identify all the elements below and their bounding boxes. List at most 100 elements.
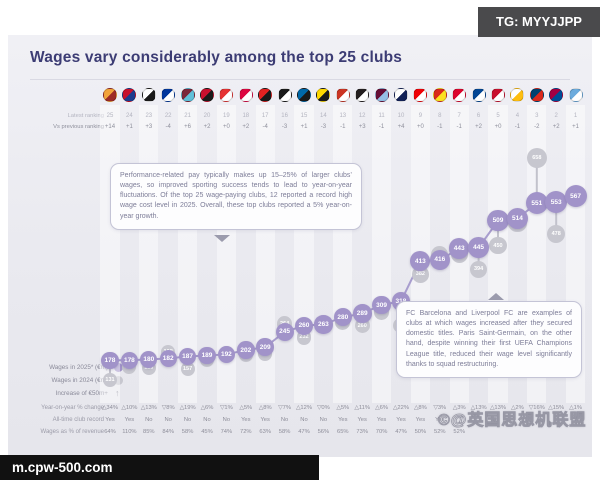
latest-rank-value: 3 <box>535 113 539 119</box>
previous-rank-value: -1 <box>378 124 385 130</box>
record-value: Yes <box>376 417 387 423</box>
wage-bubble-2024: 478 <box>547 224 566 243</box>
title-divider <box>30 79 570 80</box>
yoy-value: △22% <box>392 405 410 411</box>
latest-ranking-label: Latest ranking <box>67 113 104 119</box>
latest-rank-value: 9 <box>418 113 423 119</box>
club-logo-rb-leipzig <box>238 88 253 102</box>
club-logo-galatasaray <box>103 88 117 102</box>
pct-revenue-value: 52% <box>453 429 465 435</box>
previous-rank-value: +0 <box>222 124 230 130</box>
yoy-value: ▽7% <box>278 405 292 411</box>
pct-revenue-value: 50% <box>414 429 427 435</box>
latest-rank-value: 4 <box>515 113 520 119</box>
yoy-value: △19% <box>179 405 196 411</box>
latest-rank-value: 16 <box>281 113 288 119</box>
club-logo-liverpool <box>491 88 505 102</box>
legend-label-2024: Wages in 2024 (€m) <box>51 377 108 384</box>
wage-bubble-2025: 180 <box>140 350 158 368</box>
wage-bubble-2025: 182 <box>159 349 177 368</box>
wage-bubble-2025: 187 <box>178 347 197 366</box>
latest-rank-value: 12 <box>358 113 366 119</box>
club-logo-bayer-leverkusen <box>258 88 273 102</box>
club-logo-borussia-dortmund <box>316 88 331 102</box>
club-logo-nottingham-forest <box>219 88 234 102</box>
record-row-label: All-time club record <box>52 417 104 423</box>
pct-revenue-value: 58% <box>181 429 194 435</box>
yoy-value: △11% <box>354 405 370 411</box>
pct-revenue-value: 64% <box>104 429 116 435</box>
wage-bubble-2025: 567 <box>564 185 587 208</box>
record-value: Yes <box>241 417 251 423</box>
club-logo-aston-villa <box>374 88 389 102</box>
previous-rank-value: +1 <box>572 124 580 130</box>
previous-rank-value: +4 <box>397 124 405 130</box>
latest-rank-value: 21 <box>184 113 191 119</box>
previous-rank-value: -2 <box>534 124 540 130</box>
club-logo-bayern-munich <box>452 88 467 102</box>
pointer-up-icon <box>488 293 504 300</box>
latest-rank-value: 1 <box>573 113 578 119</box>
club-logo-arsenal <box>413 88 428 102</box>
wage-bubble-2025: 551 <box>525 192 548 214</box>
wage-bubble-2025: 263 <box>314 315 333 334</box>
pct-revenue-value: 70% <box>375 429 388 435</box>
latest-rank-value: 18 <box>242 113 250 119</box>
club-logo-paris-saint-germain <box>529 88 544 102</box>
legend-label-increase: Increase of €50m+ <box>55 390 108 397</box>
latest-rank-value: 19 <box>223 113 230 119</box>
record-value: Yes <box>124 417 135 423</box>
previous-rank-value: +2 <box>552 124 560 130</box>
previous-rank-value: +1 <box>125 124 133 130</box>
yoy-value: ▽8% <box>161 405 175 411</box>
wage-bubble-2025: 209 <box>256 338 274 356</box>
previous-rank-value: -1 <box>456 124 462 130</box>
wage-bubble-2025: 280 <box>333 307 353 327</box>
wage-bubble-2025: 413 <box>410 251 431 272</box>
latest-rank-value: 10 <box>397 113 405 119</box>
pct-revenue-value: 56% <box>317 429 330 435</box>
club-logo-manchester-city <box>568 88 583 102</box>
yoy-value: △13% <box>140 405 157 411</box>
latest-rank-value: 13 <box>339 113 347 119</box>
yoy-value: △10% <box>121 405 138 411</box>
club-logo-atl-tico-de-madrid <box>335 88 350 102</box>
yoy-value: △1% <box>569 405 583 411</box>
previous-rank-value: +2 <box>203 124 211 130</box>
page-title: Wages vary considerably among the top 25… <box>30 49 403 66</box>
pct-revenue-value: 47% <box>298 429 310 435</box>
infographic-slide: Wages vary considerably among the top 25… <box>8 35 592 457</box>
pct-revenue-value: 74% <box>220 429 233 435</box>
yoy-value: △12% <box>295 405 313 411</box>
wage-bubble-2025: 189 <box>198 346 216 365</box>
yoy-value: △34% <box>101 405 119 411</box>
wage-bubble-2024: 131 <box>103 373 117 387</box>
wage-bubble-2025: 260 <box>294 316 314 335</box>
telegram-watermark: TG: MYYJJPP <box>478 7 600 37</box>
latest-rank-value: 23 <box>145 113 153 119</box>
latest-rank-value: 22 <box>164 113 172 119</box>
latest-rank-value: 15 <box>300 113 308 119</box>
site-watermark: m.cpw-500.com <box>0 455 319 480</box>
previous-rank-value: +0 <box>494 124 502 130</box>
pct-revenue-value: 85% <box>142 429 155 435</box>
pct-revenue-value: 63% <box>259 429 271 435</box>
yoy-value: △5% <box>336 405 350 411</box>
previous-rank-value: -1 <box>514 124 521 130</box>
previous-rank-value: +2 <box>242 124 250 130</box>
club-logo-chelsea <box>471 88 486 102</box>
previous-rank-value: +0 <box>416 124 424 130</box>
yoy-value: △13% <box>489 405 507 411</box>
club-logo-west-ham-united <box>180 88 195 102</box>
club-logo-tottenham-hotspur <box>394 88 408 102</box>
yoy-value: ▽0% <box>316 405 330 411</box>
annotation-barcelona-psg: FC Barcelona and Liverpool FC are exampl… <box>396 301 582 378</box>
club-logo-juventus <box>277 88 292 102</box>
social-watermark: ©@英国思想机联盟 <box>438 412 587 430</box>
wage-bubble-2025: 416 <box>429 249 450 271</box>
club-logo-newcastle-united <box>355 88 370 102</box>
record-value: No <box>203 417 211 423</box>
record-value: Yes <box>396 417 406 423</box>
record-value: Yes <box>105 417 115 423</box>
latest-rank-value: 20 <box>203 113 211 119</box>
